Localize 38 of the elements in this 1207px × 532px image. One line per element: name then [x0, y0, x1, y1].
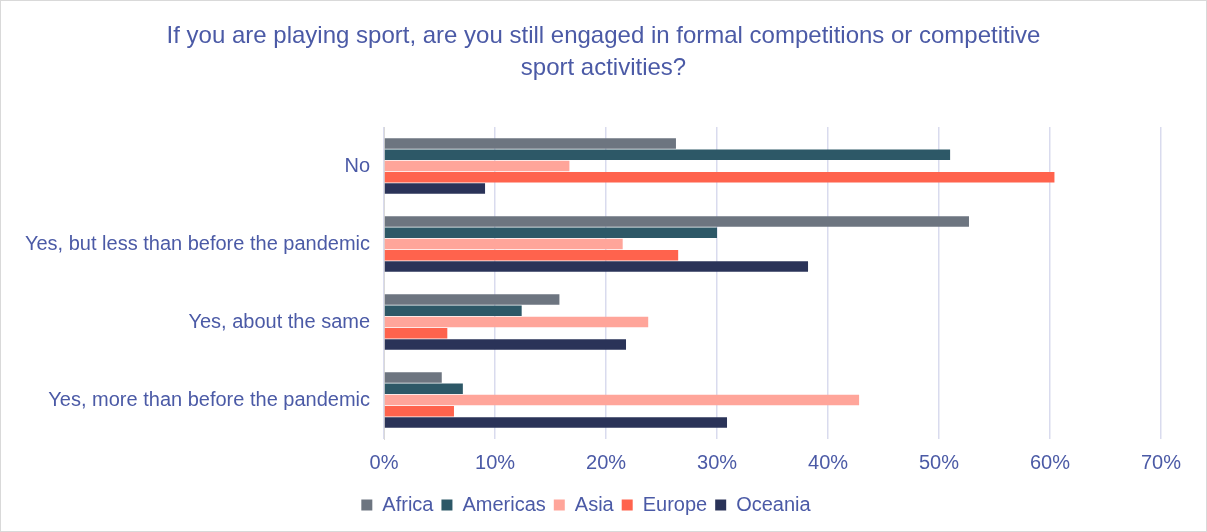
bar	[384, 250, 679, 261]
bar	[384, 328, 448, 339]
bar	[384, 339, 627, 350]
bar	[384, 406, 454, 417]
legend-label: Asia	[574, 492, 615, 515]
x-tick-label: 20%	[586, 450, 627, 473]
bar	[384, 216, 969, 227]
bar	[384, 394, 860, 406]
legend-label: Oceania	[736, 492, 812, 515]
x-tick-label: 40%	[808, 450, 849, 473]
y-tick-label: Yes, about the same	[188, 309, 371, 332]
x-tick-label: 50%	[919, 450, 960, 473]
bar	[384, 138, 676, 149]
bar	[384, 294, 560, 305]
bar	[384, 183, 486, 194]
x-tick-label: 60%	[1029, 450, 1071, 473]
x-tick-label: 0%	[369, 450, 399, 473]
bar	[384, 417, 728, 428]
x-tick-label: 70%	[1140, 450, 1182, 473]
x-tick-label: 30%	[697, 450, 738, 473]
bar	[384, 383, 463, 394]
y-tick-label: Yes, more than before the pandemic	[48, 387, 371, 410]
bar	[384, 261, 809, 272]
y-tick-label: No	[344, 153, 371, 176]
y-tick-label: Yes, but less than before the pandemic	[24, 231, 371, 254]
bar	[384, 305, 522, 316]
x-tick-label: 10%	[475, 450, 516, 473]
bar	[384, 149, 951, 160]
chart-title: If you are playing sport, are you still engaged in formal competitions or competitive sport activities?	[165, 20, 1042, 82]
bar	[384, 172, 1055, 183]
bar	[384, 238, 623, 250]
bar	[384, 372, 442, 383]
bar	[384, 316, 649, 328]
legend-label: Africa	[382, 492, 435, 515]
bar	[384, 160, 570, 172]
legend-label: Europe	[642, 492, 708, 515]
bar	[384, 227, 718, 238]
legend-label: Americas	[462, 492, 546, 515]
